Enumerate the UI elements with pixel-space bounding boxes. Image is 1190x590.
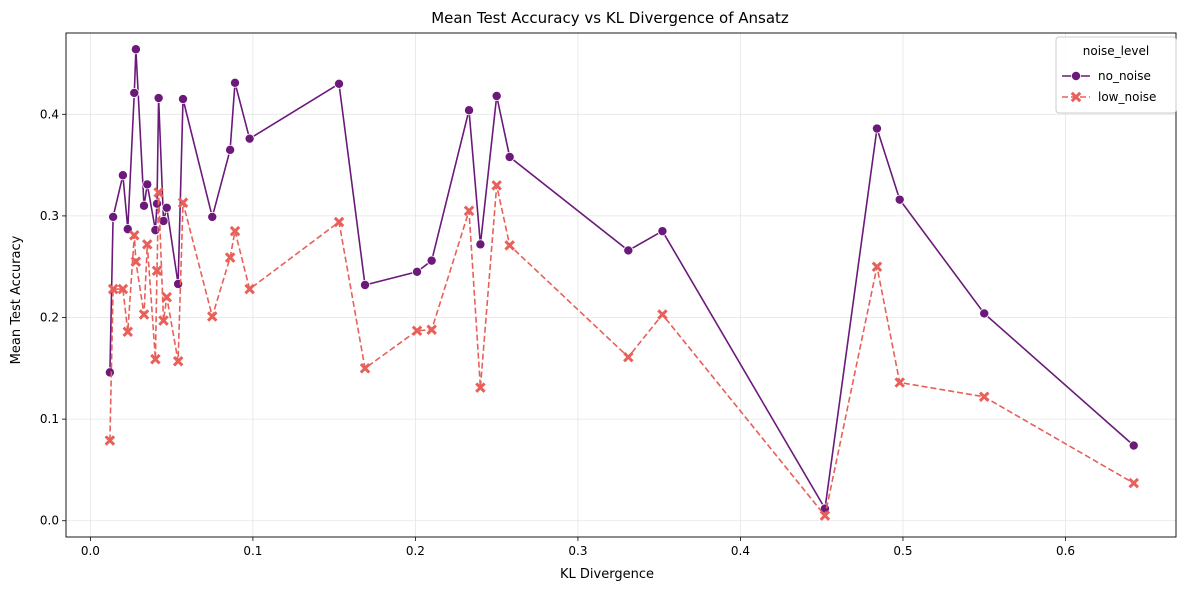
data-point [229, 225, 241, 237]
grid [66, 33, 1176, 537]
legend: noise_level no_noise low_noise [1055, 36, 1177, 114]
data-point [122, 326, 134, 338]
data-point [657, 226, 668, 237]
data-point [207, 211, 218, 222]
x-tick-label: 0.4 [731, 544, 750, 558]
data-point [104, 435, 116, 446]
data-point [141, 239, 153, 250]
data-point [426, 324, 437, 335]
y-tick-label: 0.3 [40, 209, 59, 223]
y-axis: 0.0 0.1 0.2 0.3 0.4 [40, 107, 66, 528]
data-point [130, 256, 142, 267]
x-tick-label: 0.1 [243, 544, 262, 558]
series-line [109, 49, 1135, 511]
data-point [244, 133, 255, 144]
x-axis: 0.0 0.1 0.2 0.3 0.4 0.5 0.6 [81, 537, 1075, 558]
data-point [978, 391, 990, 403]
data-point [107, 283, 119, 295]
data-point [871, 123, 882, 134]
data-point [871, 261, 883, 272]
data-point [491, 180, 502, 191]
x-tick-label: 0.6 [1056, 544, 1075, 558]
data-point [464, 105, 475, 116]
data-point [426, 255, 437, 266]
data-point [158, 315, 169, 326]
data-point [475, 382, 486, 393]
data-point [475, 239, 486, 250]
data-point [360, 279, 371, 290]
data-point [491, 91, 502, 102]
data-point [161, 291, 173, 303]
x-axis-label: KL Divergence [560, 567, 654, 582]
y-tick-label: 0.1 [40, 412, 59, 426]
legend-marker [1071, 71, 1082, 82]
x-tick-label: 0.3 [568, 544, 587, 558]
data-point [334, 78, 345, 89]
data-point [151, 265, 163, 277]
data-point [623, 245, 634, 256]
legend-box [1055, 36, 1177, 114]
data-point [138, 309, 150, 320]
data-point [139, 200, 150, 211]
data-point [894, 377, 905, 388]
data-point [657, 309, 668, 320]
data-point [150, 353, 161, 365]
y-tick-label: 0.4 [40, 107, 59, 121]
data-point [224, 252, 236, 263]
series-low-noise [104, 180, 1140, 521]
data-point [207, 311, 218, 322]
x-tick-label: 0.5 [893, 544, 912, 558]
data-point [412, 266, 423, 277]
series-layer [104, 44, 1140, 521]
data-point [117, 283, 129, 295]
data-point [152, 198, 163, 209]
legend-label: low_noise [1098, 90, 1156, 104]
x-tick-label: 0.0 [81, 544, 100, 558]
data-point [623, 351, 634, 363]
y-tick-label: 0.2 [40, 311, 59, 325]
data-point [979, 308, 990, 319]
data-point [104, 367, 115, 378]
data-point [128, 229, 140, 241]
chart-title: Mean Test Accuracy vs KL Divergence of A… [431, 9, 789, 27]
legend-label: no_noise [1098, 69, 1151, 83]
data-point [172, 355, 184, 367]
y-axis-label: Mean Test Accuracy [9, 235, 24, 364]
series-no-noise [104, 44, 1139, 514]
legend-item: no_noise [1062, 69, 1151, 83]
plot-frame [65, 32, 1177, 538]
data-point [161, 202, 172, 213]
data-point [225, 144, 236, 155]
data-point [108, 211, 119, 222]
legend-item: low_noise [1062, 90, 1156, 104]
y-tick-label: 0.0 [40, 514, 59, 528]
data-point [1128, 477, 1140, 489]
data-point [819, 510, 831, 521]
data-point [463, 205, 475, 217]
data-point [230, 77, 241, 88]
data-point [117, 170, 128, 181]
series-line [109, 185, 1135, 518]
data-point [129, 87, 140, 98]
data-point [1128, 440, 1139, 451]
data-point [178, 94, 189, 105]
data-point [359, 363, 371, 374]
data-point [142, 179, 153, 190]
data-point [504, 240, 515, 251]
data-point [244, 283, 255, 295]
data-point [177, 197, 189, 208]
legend-title: noise_level [1083, 44, 1149, 58]
data-point [333, 216, 345, 228]
data-point [504, 151, 515, 162]
data-point [411, 325, 423, 336]
data-point [894, 194, 905, 205]
data-point [130, 44, 141, 55]
data-point [153, 187, 164, 198]
legend-marker [1070, 91, 1082, 103]
x-tick-label: 0.2 [406, 544, 425, 558]
data-point [153, 93, 164, 104]
